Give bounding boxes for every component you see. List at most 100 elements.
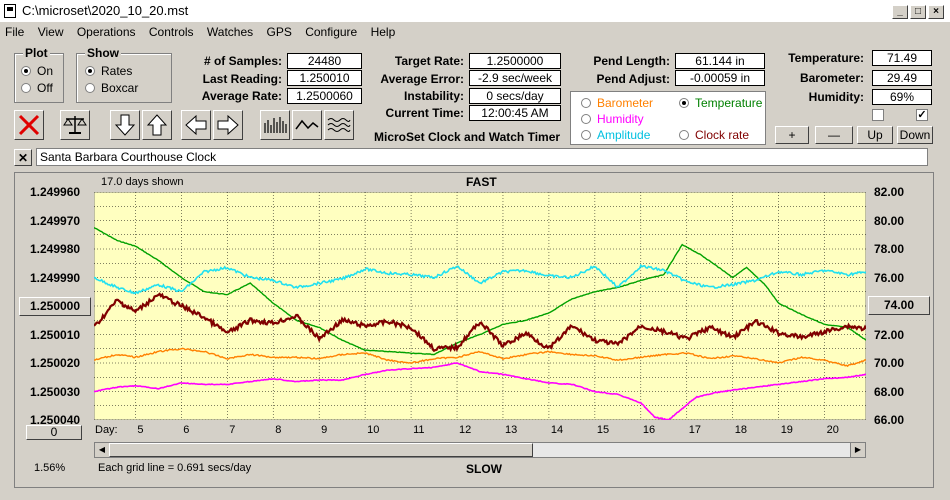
scroll-thumb[interactable] (109, 443, 533, 457)
menu-view[interactable]: View (37, 25, 64, 39)
chart-series (94, 227, 866, 420)
y-left-tick-label: 1.249980 (30, 242, 81, 256)
pend-adjust-field: -0.00059 in (675, 70, 765, 86)
pend-length-field: 61.144 in (675, 53, 765, 69)
balance-scale-icon (63, 116, 87, 134)
plot-off-radio[interactable]: Off (21, 81, 53, 95)
show-group-label: Show (85, 46, 121, 60)
humidity-field: 69% (872, 89, 932, 105)
instability-field: 0 secs/day (469, 88, 561, 104)
bar-view-button[interactable] (260, 110, 290, 140)
center-rate-button[interactable]: 1.250000 (19, 297, 91, 316)
close-window-button[interactable]: × (928, 5, 944, 19)
target-rate-label: Target Rate: (394, 54, 464, 68)
menu-watches[interactable]: Watches (206, 25, 254, 39)
clear-clock-button[interactable]: ✕ (14, 149, 32, 166)
scale-minus-button[interactable]: — (815, 126, 853, 144)
legend-clockrate-label: Clock rate (695, 128, 750, 142)
barometer-field: 29.49 (872, 70, 932, 86)
barometer-label: Barometer: (799, 71, 864, 85)
legend-barometer-label: Barometer (597, 96, 654, 110)
app-caption: MicroSet Clock and Watch Timer (374, 130, 561, 144)
scale-up-button[interactable]: Up (857, 126, 893, 144)
y-right-tick-label: 82.00 (874, 185, 905, 199)
horizontal-scrollbar[interactable]: ◀ ▶ (94, 442, 866, 458)
x-tick-label: 5 (137, 424, 144, 436)
slow-label: SLOW (466, 462, 502, 476)
show-boxcar-radio[interactable]: Boxcar (85, 81, 138, 95)
minimize-button[interactable]: _ (892, 5, 908, 19)
series-legend: Barometer Temperature Humidity Amplitude… (570, 91, 766, 145)
show-rates-radio[interactable]: Rates (85, 64, 132, 78)
y-left-tick-label: 1.249960 (30, 185, 81, 199)
menu-file[interactable]: File (5, 25, 25, 39)
plot-on-radio[interactable]: On (21, 64, 53, 78)
legend-temperature-label: Temperature (695, 96, 763, 110)
radio-off-icon (581, 98, 591, 108)
left-arrow-button[interactable] (181, 110, 211, 140)
noise-view-button[interactable] (324, 110, 354, 140)
scale-plus-button[interactable]: + (775, 126, 809, 144)
legend-humidity-radio[interactable]: Humidity (581, 112, 644, 126)
scale-down-button[interactable]: Down (897, 126, 933, 144)
plot-group-label: Plot (23, 46, 50, 60)
menu-help[interactable]: Help (370, 25, 396, 39)
plot-off-label: Off (37, 81, 53, 95)
y-left-tick-label: 1.250030 (30, 384, 81, 399)
percent-label: 1.56% (34, 462, 66, 474)
y-right-tick-label: 68.00 (874, 384, 905, 399)
checkbox-left[interactable] (872, 109, 884, 121)
y-right-tick-label: 80.00 (874, 213, 905, 228)
legend-humidity-label: Humidity (597, 112, 644, 126)
y-right-tick-label: 72.00 (874, 327, 905, 342)
legend-temperature-radio[interactable]: Temperature (679, 96, 762, 110)
days-shown-label: 17.0 days shown (101, 176, 184, 188)
menu-operations[interactable]: Operations (76, 25, 136, 39)
x-tick-label: 17 (688, 424, 702, 436)
y-left-tick-label: 1.250020 (30, 356, 81, 370)
average-error-field: -2.9 sec/week (469, 70, 561, 86)
series-line-amplitude (94, 263, 866, 295)
checkbox-right[interactable]: ✓ (916, 109, 928, 121)
fast-label: FAST (466, 175, 497, 189)
plot-group: Plot On Off (14, 46, 64, 103)
average-error-label: Average Error: (380, 72, 464, 86)
up-arrow-button[interactable] (142, 110, 172, 140)
x-tick-label: 10 (367, 424, 380, 436)
scroll-left-icon[interactable]: ◀ (95, 443, 110, 457)
zero-button[interactable]: 0 (26, 425, 82, 440)
arrow-left-icon (185, 114, 207, 136)
down-arrow-button[interactable] (110, 110, 140, 140)
arrow-up-icon (146, 114, 168, 136)
x-tick-label: 12 (459, 424, 472, 436)
samples-label: # of Samples: (203, 54, 282, 68)
series-line-clock-rate (94, 292, 866, 353)
line-view-button[interactable] (292, 110, 322, 140)
center-temp-button[interactable]: 74.00 (868, 296, 930, 315)
x-tick-label: 8 (275, 424, 282, 436)
legend-barometer-radio[interactable]: Barometer (581, 96, 653, 110)
series-line-temperature (94, 227, 866, 356)
menu-bar: File View Operations Controls Watches GP… (0, 22, 950, 42)
balance-button[interactable] (60, 110, 90, 140)
show-rates-label: Rates (101, 64, 133, 78)
maximize-button[interactable]: □ (910, 5, 926, 19)
menu-controls[interactable]: Controls (148, 25, 194, 39)
temperature-field: 71.49 (872, 50, 932, 66)
right-arrow-button[interactable] (213, 110, 243, 140)
current-time-field: 12:00:45 AM (469, 105, 561, 121)
menu-gps[interactable]: GPS (266, 25, 292, 39)
x-tick-label: 18 (734, 424, 747, 436)
clock-name-field[interactable]: Santa Barbara Courthouse Clock (36, 148, 928, 166)
scroll-right-icon[interactable]: ▶ (850, 443, 865, 457)
instability-label: Instability: (403, 89, 464, 103)
rate-chart (94, 192, 866, 420)
title-bar: C:\microset\2020_10_20.mst _ □ × (0, 0, 950, 23)
menu-configure[interactable]: Configure (305, 25, 358, 39)
legend-clockrate-radio[interactable]: Clock rate (679, 128, 749, 142)
red-x-icon (18, 114, 40, 136)
app-icon (4, 4, 16, 18)
legend-amplitude-radio[interactable]: Amplitude (581, 128, 650, 142)
stop-button[interactable] (14, 110, 44, 140)
radio-off-icon (581, 130, 591, 140)
